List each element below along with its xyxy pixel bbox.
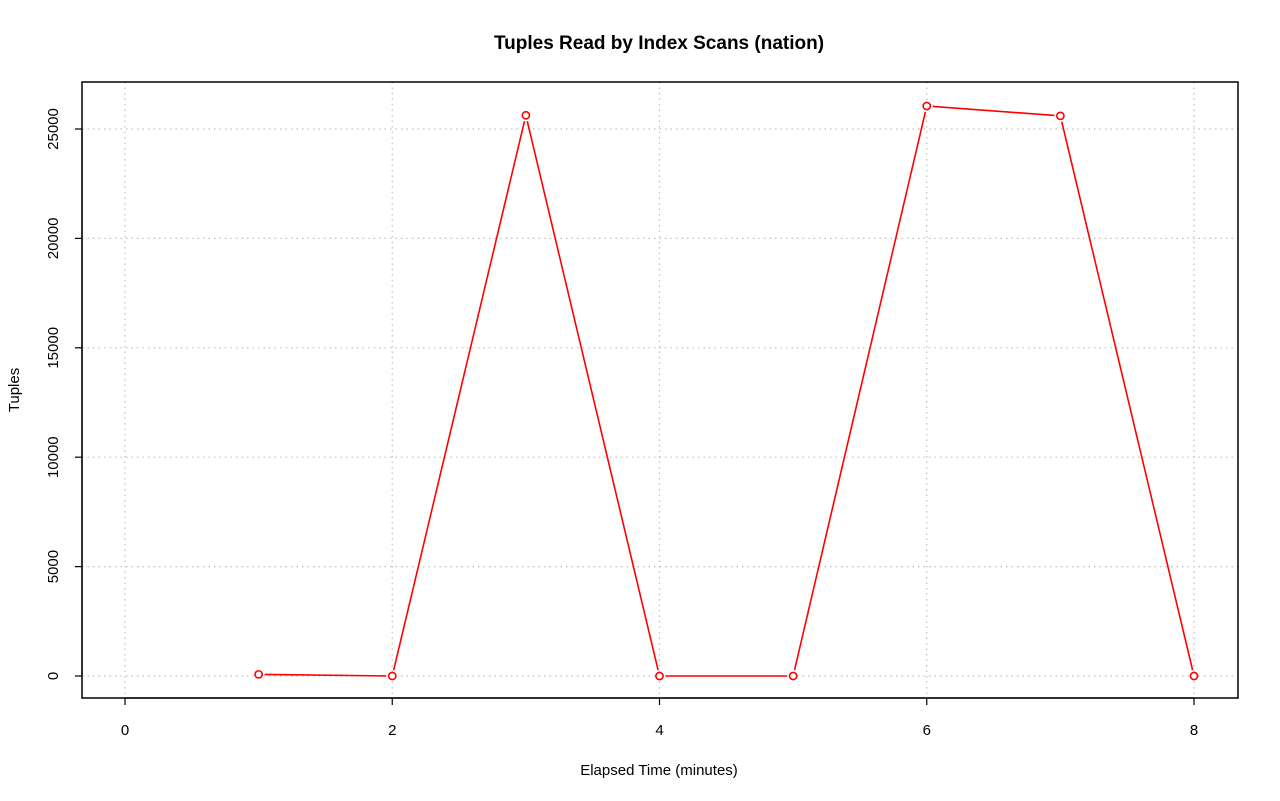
- series-line-segment: [526, 120, 659, 671]
- y-tick-label: 20000: [45, 218, 62, 260]
- series-line-segment: [1060, 121, 1194, 671]
- x-tick-label: 6: [923, 722, 931, 739]
- x-tick-label: 8: [1190, 722, 1198, 739]
- data-point: [788, 671, 798, 681]
- data-point: [922, 101, 932, 111]
- data-point: [1189, 671, 1199, 681]
- chart-title: Tuples Read by Index Scans (nation): [494, 33, 824, 54]
- data-point: [521, 110, 531, 120]
- y-tick-label: 15000: [45, 327, 62, 369]
- x-tick-label: 0: [121, 722, 129, 739]
- y-axis-label: Tuples: [6, 368, 23, 412]
- series-line-segment: [392, 120, 526, 671]
- data-point: [1055, 111, 1065, 121]
- y-tick-label: 0: [45, 672, 62, 680]
- y-tick-label: 10000: [45, 436, 62, 478]
- y-axis: 0 5000 10000 15000 20000 25000: [45, 108, 83, 680]
- series-layer: [254, 101, 1199, 681]
- series-line-segment: [793, 111, 927, 671]
- x-tick-label: 2: [388, 722, 396, 739]
- x-axis-label: Elapsed Time (minutes): [580, 762, 738, 779]
- y-tick-label: 25000: [45, 108, 62, 150]
- x-tick-label: 4: [655, 722, 663, 739]
- y-tick-label: 5000: [45, 550, 62, 583]
- data-point: [387, 671, 397, 681]
- series-line-segment: [932, 105, 1055, 117]
- series-line-segment: [264, 673, 387, 677]
- x-axis: 0 2 4 6 8: [121, 697, 1198, 739]
- data-point: [655, 671, 664, 681]
- grid: [82, 82, 1238, 698]
- data-point: [254, 669, 264, 679]
